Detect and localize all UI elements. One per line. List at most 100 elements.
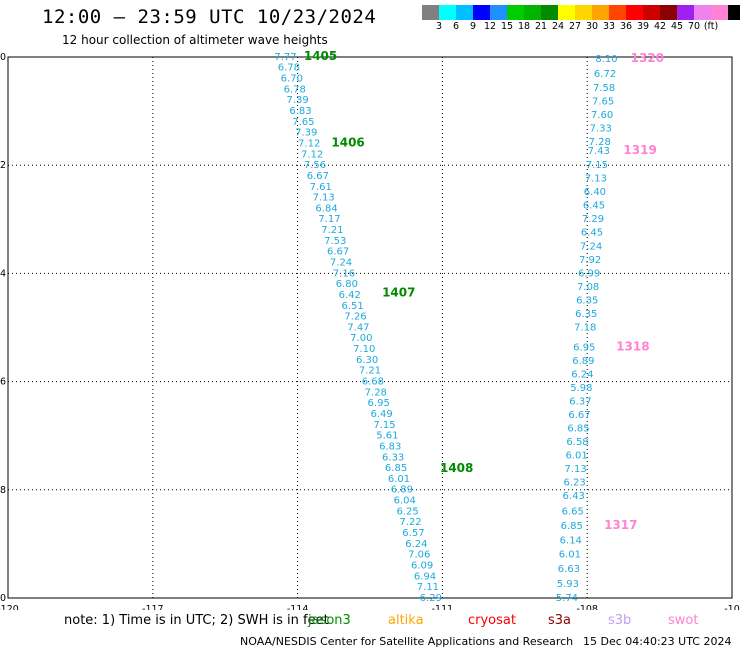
- color-scale-swatch: [677, 5, 694, 20]
- wave-height-value: 7.61: [310, 182, 332, 193]
- wave-height-value: 6.63: [558, 564, 580, 575]
- color-scale-label: 33: [602, 21, 616, 32]
- page-title: 12:00 – 23:59 UTC 10/23/2024: [42, 6, 377, 28]
- color-scale-label: 15: [500, 21, 514, 32]
- wave-height-value: 6.85: [567, 424, 589, 435]
- wave-height-value: 6.85: [561, 521, 583, 532]
- y-tick-label: -12: [0, 160, 6, 171]
- wave-height-value: 7.39: [295, 128, 317, 139]
- pass-number-label: 1405: [304, 49, 337, 63]
- wave-height-value: 6.01: [388, 474, 410, 485]
- wave-height-value: 7.21: [321, 225, 343, 236]
- wave-height-value: 7.13: [313, 193, 335, 204]
- wave-height-value: 7.65: [592, 96, 614, 107]
- x-tick-label: -114: [287, 604, 309, 610]
- color-scale-label: 6: [452, 21, 460, 32]
- wave-height-value: 7.06: [408, 550, 430, 561]
- color-scale-bar: [422, 5, 740, 20]
- wave-height-value: 7.92: [579, 255, 601, 266]
- color-scale-label: 27: [568, 21, 582, 32]
- wave-height-map: -120 -117 -114 -111 -108 -10 -10 -12 -14 -16 -18 -2…: [0, 49, 740, 610]
- color-scale-label: 12: [483, 21, 497, 32]
- wave-height-value: 6.94: [414, 571, 436, 582]
- wave-height-value: 6.78: [284, 84, 306, 95]
- wave-height-value: 6.37: [569, 397, 591, 408]
- wave-height-value: 6.80: [336, 279, 358, 290]
- wave-height-value: 7.10: [353, 344, 375, 355]
- color-scale-label: 45: [670, 21, 684, 32]
- wave-height-value: 6.95: [368, 398, 390, 409]
- wave-height-value: 7.77: [274, 52, 296, 63]
- wave-height-value: 6.67: [307, 171, 329, 182]
- wave-height-value: 7.60: [591, 110, 613, 121]
- wave-height-value: 7.43: [588, 146, 610, 157]
- pass-number-label: 1317: [604, 518, 637, 532]
- wave-height-value: 7.33: [590, 123, 612, 134]
- wave-height-value: 7.12: [301, 149, 323, 160]
- wave-height-value: 6.58: [566, 437, 588, 448]
- wave-height-value: 7.65: [292, 117, 314, 128]
- satellite-legend-item: swot: [668, 613, 699, 628]
- color-scale-label: 39: [636, 21, 650, 32]
- color-scale-swatch: [643, 5, 660, 20]
- credit-line: NOAA/NESDIS Center for Satellite Applica…: [240, 635, 574, 648]
- wave-height-value: 6.45: [583, 201, 605, 212]
- wave-height-value: 7.24: [580, 241, 602, 252]
- pass-number-label: 1406: [331, 135, 364, 149]
- color-scale-label: 42: [653, 21, 667, 32]
- pass-number-label: 1319: [623, 143, 656, 157]
- color-scale-label: 24: [551, 21, 565, 32]
- wave-height-value: 7.16: [333, 268, 355, 279]
- color-scale-label: 36: [619, 21, 633, 32]
- color-scale-swatch: [558, 5, 575, 20]
- satellite-legend-item: s3b: [608, 613, 632, 628]
- color-scale-swatch: [507, 5, 524, 20]
- map-frame: [7, 56, 733, 599]
- wave-height-value: 6.04: [394, 496, 416, 507]
- wave-height-value: 6.83: [379, 441, 401, 452]
- y-tick-label: -14: [0, 268, 6, 279]
- x-tick-label: -10: [724, 604, 740, 610]
- wave-height-value: 6.25: [397, 506, 419, 517]
- wave-height-value: 6.40: [584, 187, 606, 198]
- wave-height-value: 6.84: [315, 203, 337, 214]
- x-tick-label: -120: [0, 604, 19, 610]
- wave-height-value: 5.74: [556, 593, 578, 604]
- color-scale-swatch: [575, 5, 592, 20]
- wave-height-value: 6.30: [356, 355, 378, 366]
- color-scale-label: 21: [534, 21, 548, 32]
- wave-height-value: 5.61: [376, 431, 398, 442]
- color-scale-swatch: [694, 5, 711, 20]
- wave-height-value: 6.70: [281, 74, 303, 85]
- generation-timestamp: 15 Dec 04:40:23 UTC 2024: [583, 635, 732, 648]
- y-tick-label: -20: [0, 593, 6, 604]
- wave-height-value: 6.89: [572, 356, 594, 367]
- wave-height-value: 6.14: [560, 536, 582, 547]
- y-tick-label: -10: [0, 52, 6, 63]
- wave-height-value: 6.24: [571, 369, 593, 380]
- wave-height-value: 6.85: [385, 463, 407, 474]
- wave-height-value: 6.45: [581, 228, 603, 239]
- color-scale-swatch: [456, 5, 473, 20]
- y-tick-label: -16: [0, 377, 6, 388]
- wave-height-value: 7.17: [318, 214, 340, 225]
- color-scale-label: 30: [585, 21, 599, 32]
- color-scale-swatch: [439, 5, 456, 20]
- wave-height-value: 6.23: [564, 478, 586, 489]
- wave-height-value: 5.98: [570, 383, 592, 394]
- satellite-legend-item: jason3: [308, 613, 351, 628]
- color-scale-swatch: [728, 5, 740, 20]
- wave-height-value: 6.68: [362, 377, 384, 388]
- wave-height-value: 7.21: [359, 366, 381, 377]
- wave-height-value: 7.28: [365, 387, 387, 398]
- wave-height-value: 7.39: [286, 95, 308, 106]
- wave-height-value: 7.26: [344, 312, 366, 323]
- wave-height-value: 7.11: [417, 582, 439, 593]
- satellite-legend-item: altika: [388, 613, 424, 628]
- wave-height-value: 7.15: [586, 160, 608, 171]
- pass-number-label: 1318: [616, 339, 649, 353]
- pass-number-label: 1320: [631, 51, 664, 65]
- wave-height-value: 5.93: [557, 579, 579, 590]
- wave-height-value: 7.15: [373, 420, 395, 431]
- wave-height-value: 7.00: [350, 333, 372, 344]
